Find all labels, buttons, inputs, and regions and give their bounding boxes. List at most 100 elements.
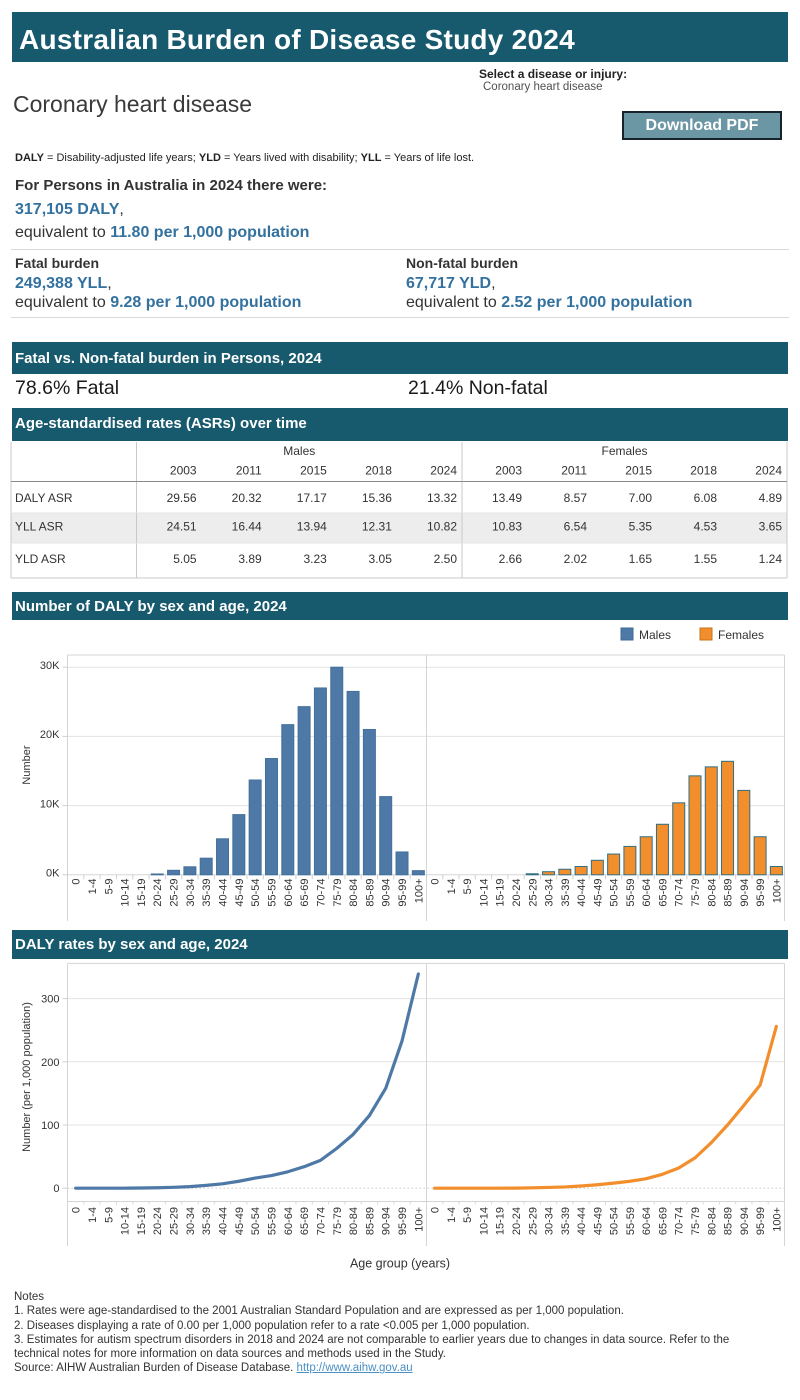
svg-text:1-4: 1-4 bbox=[87, 1207, 99, 1223]
svg-text:75-79: 75-79 bbox=[690, 879, 702, 907]
svg-text:35-39: 35-39 bbox=[201, 1207, 213, 1235]
svg-text:80-84: 80-84 bbox=[706, 879, 718, 907]
svg-text:25-29: 25-29 bbox=[527, 879, 539, 907]
svg-text:20-24: 20-24 bbox=[511, 1207, 523, 1235]
svg-text:2018: 2018 bbox=[365, 464, 392, 478]
svg-text:2024: 2024 bbox=[755, 464, 782, 478]
svg-text:30-34: 30-34 bbox=[544, 879, 556, 907]
svg-text:Number (per 1,000 population): Number (per 1,000 population) bbox=[21, 1002, 33, 1152]
svg-text:2.66: 2.66 bbox=[499, 552, 523, 566]
svg-text:25-29: 25-29 bbox=[527, 1207, 539, 1235]
svg-text:10.82: 10.82 bbox=[427, 520, 457, 534]
svg-text:35-39: 35-39 bbox=[560, 1207, 572, 1235]
svg-text:5-9: 5-9 bbox=[462, 1207, 474, 1223]
svg-text:90-94: 90-94 bbox=[739, 879, 751, 907]
svg-text:40-44: 40-44 bbox=[218, 1207, 230, 1235]
svg-text:5-9: 5-9 bbox=[103, 1207, 115, 1223]
svg-text:4.53: 4.53 bbox=[694, 520, 718, 534]
svg-text:Females: Females bbox=[718, 628, 764, 642]
svg-text:60-64: 60-64 bbox=[283, 1207, 295, 1235]
svg-text:0: 0 bbox=[53, 1183, 59, 1195]
svg-text:2024: 2024 bbox=[430, 464, 457, 478]
svg-text:YLL ASR: YLL ASR bbox=[15, 520, 64, 534]
svg-text:100+: 100+ bbox=[771, 879, 783, 904]
svg-text:10.83: 10.83 bbox=[492, 520, 522, 534]
svg-text:50-54: 50-54 bbox=[609, 879, 621, 907]
svg-text:85-89: 85-89 bbox=[364, 1207, 376, 1235]
svg-text:30K: 30K bbox=[40, 660, 60, 672]
svg-text:2.50: 2.50 bbox=[434, 552, 458, 566]
svg-text:10-14: 10-14 bbox=[120, 879, 132, 907]
svg-text:29.56: 29.56 bbox=[167, 491, 197, 505]
svg-text:2018: 2018 bbox=[690, 464, 717, 478]
svg-text:300: 300 bbox=[41, 994, 59, 1006]
svg-text:35-39: 35-39 bbox=[560, 879, 572, 907]
svg-text:5-9: 5-9 bbox=[462, 879, 474, 895]
svg-text:30-34: 30-34 bbox=[185, 879, 197, 907]
svg-text:Males: Males bbox=[283, 444, 315, 458]
svg-text:95-99: 95-99 bbox=[755, 1207, 767, 1235]
svg-text:13.94: 13.94 bbox=[297, 520, 327, 534]
svg-text:2015: 2015 bbox=[300, 464, 327, 478]
svg-text:10-14: 10-14 bbox=[479, 1207, 491, 1235]
svg-text:25-29: 25-29 bbox=[169, 879, 181, 907]
svg-text:15-19: 15-19 bbox=[495, 879, 507, 907]
svg-text:1.65: 1.65 bbox=[629, 552, 653, 566]
svg-text:100+: 100+ bbox=[413, 879, 425, 904]
svg-text:12.31: 12.31 bbox=[362, 520, 392, 534]
svg-text:6.08: 6.08 bbox=[694, 491, 718, 505]
svg-text:75-79: 75-79 bbox=[690, 1207, 702, 1235]
svg-text:3.89: 3.89 bbox=[238, 552, 262, 566]
svg-text:90-94: 90-94 bbox=[381, 1207, 393, 1235]
svg-text:95-99: 95-99 bbox=[755, 879, 767, 907]
svg-text:16.44: 16.44 bbox=[232, 520, 262, 534]
svg-text:0: 0 bbox=[71, 879, 83, 885]
svg-text:95-99: 95-99 bbox=[397, 1207, 409, 1235]
svg-text:100: 100 bbox=[41, 1120, 59, 1132]
svg-text:35-39: 35-39 bbox=[201, 879, 213, 907]
svg-text:70-74: 70-74 bbox=[315, 1207, 327, 1235]
svg-text:45-49: 45-49 bbox=[234, 1207, 246, 1235]
svg-text:2011: 2011 bbox=[236, 464, 262, 478]
svg-text:55-59: 55-59 bbox=[267, 1207, 279, 1235]
svg-text:1-4: 1-4 bbox=[87, 879, 99, 895]
svg-text:55-59: 55-59 bbox=[625, 1207, 637, 1235]
svg-text:80-84: 80-84 bbox=[348, 879, 360, 907]
svg-text:DALY ASR: DALY ASR bbox=[15, 491, 73, 505]
svg-text:15.36: 15.36 bbox=[362, 491, 392, 505]
svg-text:75-79: 75-79 bbox=[332, 879, 344, 907]
svg-text:5.35: 5.35 bbox=[629, 520, 653, 534]
svg-text:100+: 100+ bbox=[413, 1207, 425, 1232]
svg-text:4.89: 4.89 bbox=[759, 491, 783, 505]
svg-text:20-24: 20-24 bbox=[152, 1207, 164, 1235]
svg-text:24.51: 24.51 bbox=[167, 520, 197, 534]
svg-text:Number: Number bbox=[21, 745, 33, 784]
svg-text:65-69: 65-69 bbox=[299, 879, 311, 907]
svg-text:17.17: 17.17 bbox=[297, 491, 327, 505]
svg-text:Females: Females bbox=[601, 444, 647, 458]
svg-text:50-54: 50-54 bbox=[609, 1207, 621, 1235]
svg-text:2011: 2011 bbox=[561, 464, 587, 478]
svg-text:60-64: 60-64 bbox=[283, 879, 295, 907]
svg-text:YLD ASR: YLD ASR bbox=[15, 552, 66, 566]
svg-text:70-74: 70-74 bbox=[674, 879, 686, 907]
svg-text:6.54: 6.54 bbox=[564, 520, 588, 534]
svg-text:1-4: 1-4 bbox=[446, 1207, 458, 1223]
svg-text:100+: 100+ bbox=[771, 1207, 783, 1232]
svg-text:10K: 10K bbox=[40, 798, 60, 810]
svg-text:85-89: 85-89 bbox=[723, 1207, 735, 1235]
svg-text:40-44: 40-44 bbox=[218, 879, 230, 907]
svg-text:15-19: 15-19 bbox=[495, 1207, 507, 1235]
svg-text:1-4: 1-4 bbox=[446, 879, 458, 895]
svg-text:5.05: 5.05 bbox=[173, 552, 197, 566]
svg-text:13.49: 13.49 bbox=[492, 491, 522, 505]
svg-text:1.24: 1.24 bbox=[759, 552, 783, 566]
svg-text:75-79: 75-79 bbox=[332, 1207, 344, 1235]
svg-text:0: 0 bbox=[430, 1207, 442, 1213]
svg-text:5-9: 5-9 bbox=[103, 879, 115, 895]
svg-text:8.57: 8.57 bbox=[564, 491, 588, 505]
svg-text:90-94: 90-94 bbox=[739, 1207, 751, 1235]
svg-text:2003: 2003 bbox=[170, 464, 197, 478]
svg-text:7.00: 7.00 bbox=[629, 491, 653, 505]
svg-text:90-94: 90-94 bbox=[381, 879, 393, 907]
